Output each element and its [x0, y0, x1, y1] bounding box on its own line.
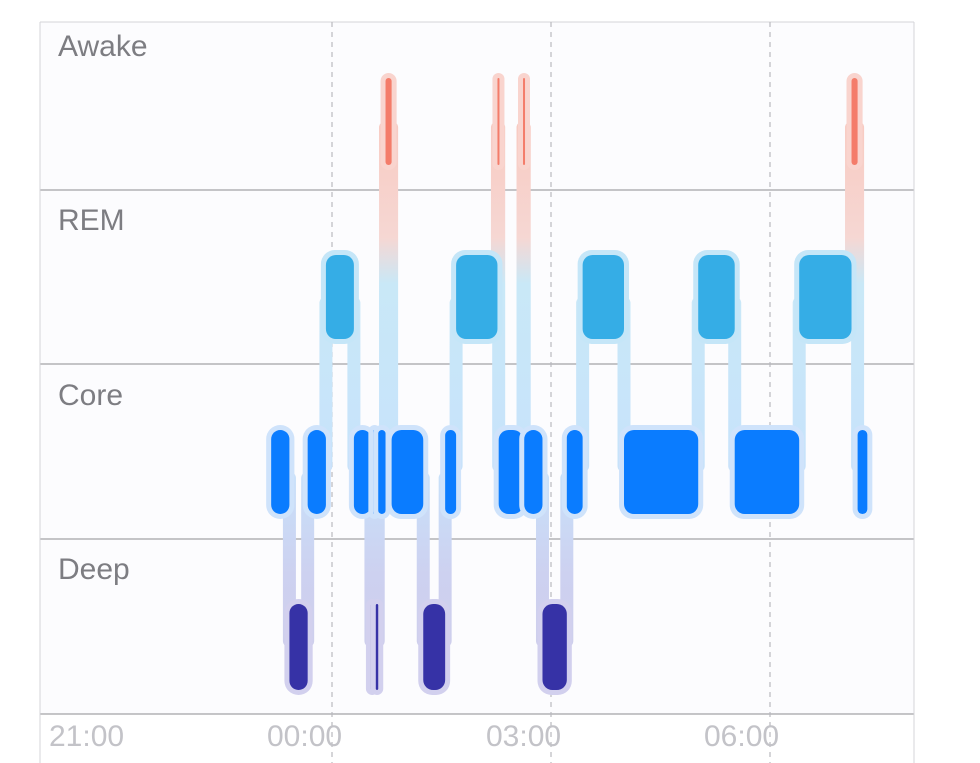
segment-rem — [799, 255, 852, 339]
transition-connector — [851, 121, 865, 472]
segment-deep — [289, 604, 308, 690]
segment-core — [566, 430, 583, 514]
segment-awake — [851, 78, 858, 165]
stage-label-awake: Awake — [58, 30, 148, 63]
segment-core — [353, 430, 371, 514]
segment-deep — [375, 604, 379, 690]
segment-rem — [698, 255, 735, 339]
x-tick-label: 06:00 — [704, 720, 779, 753]
segment-core — [498, 430, 524, 514]
stage-label-rem: REM — [58, 204, 125, 237]
stage-labels: Awake REM Core Deep — [58, 30, 148, 586]
segment-awake — [523, 78, 526, 165]
segment-rem — [456, 255, 498, 339]
segment-core — [857, 430, 868, 514]
segment-awake — [497, 78, 500, 165]
transition-connector — [385, 121, 399, 472]
segment-core — [378, 430, 386, 514]
plot-background — [40, 22, 914, 714]
segment-deep — [542, 604, 567, 690]
segment-core — [624, 430, 699, 514]
segment-core — [524, 430, 543, 514]
grid-lines — [39, 21, 915, 763]
segment-core — [445, 430, 457, 514]
x-tick-label: 21:00 — [49, 720, 124, 753]
segment-deep — [423, 604, 446, 690]
x-tick-label: 00:00 — [267, 720, 342, 753]
stage-segments — [266, 73, 873, 695]
stage-label-core: Core — [58, 379, 123, 412]
segment-awake — [385, 78, 392, 165]
plot-area — [40, 22, 914, 714]
x-axis-ticks: 21:00 00:00 03:00 06:00 — [49, 720, 779, 753]
segment-core — [307, 430, 326, 514]
segment-rem — [325, 255, 354, 339]
segment-rem — [582, 255, 624, 339]
segment-core — [271, 430, 290, 514]
segment-core — [391, 430, 424, 514]
stage-label-deep: Deep — [58, 553, 130, 586]
transition-connector — [517, 121, 531, 472]
x-tick-label: 03:00 — [486, 720, 561, 753]
segment-core — [734, 430, 800, 514]
